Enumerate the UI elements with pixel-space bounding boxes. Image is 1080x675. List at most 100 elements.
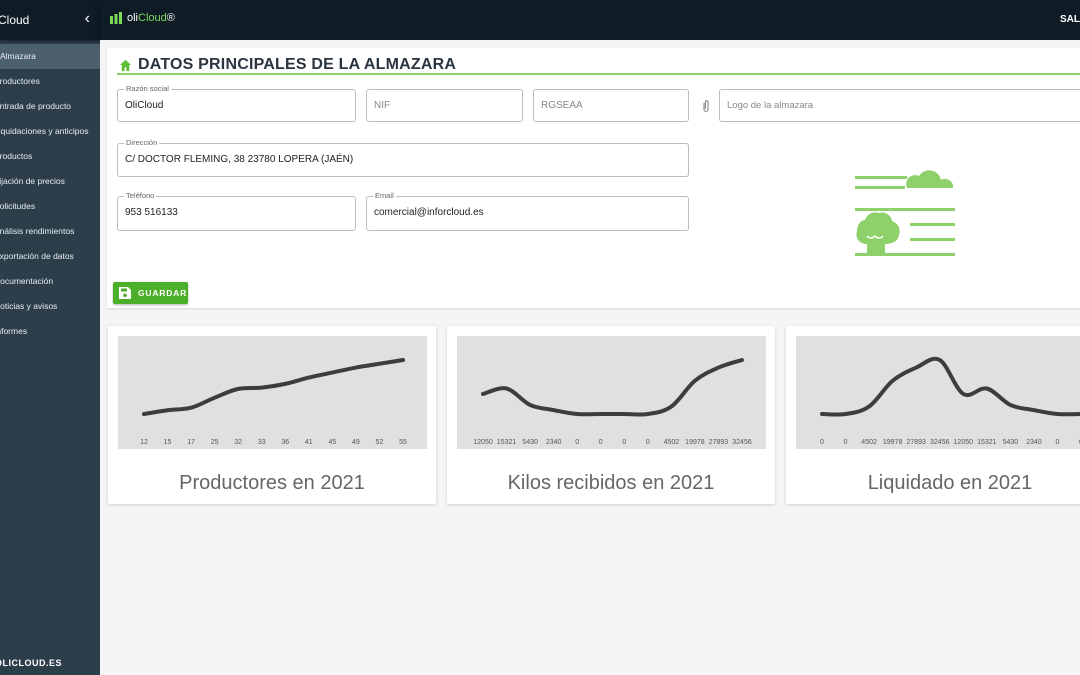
x-tick-label: 32456 xyxy=(930,439,950,446)
x-tick-label: 12050 xyxy=(954,439,974,446)
title-divider xyxy=(117,73,1080,75)
direccion-label: Dirección xyxy=(124,138,160,148)
x-tick-label: 41 xyxy=(305,439,313,446)
almazara-form-panel: DATOS PRINCIPALES DE LA ALMAZARA Razón s… xyxy=(107,48,1080,308)
x-tick-label: 0 xyxy=(599,439,603,446)
sidebar-header: Cloud ‹ xyxy=(0,0,100,40)
rgseaa-field[interactable]: RGSEAA xyxy=(533,89,689,122)
direccion-value: C/ DOCTOR FLEMING, 38 23780 LOPERA (JAÉN… xyxy=(125,154,354,165)
sidebar-item-documentacion[interactable]: Documentación xyxy=(0,276,54,286)
chevron-left-icon[interactable]: ‹ xyxy=(84,10,90,27)
sidebar-item-productos[interactable]: Productos xyxy=(0,151,33,161)
x-tick-label: 15 xyxy=(164,439,172,446)
telefono-value: 953 516133 xyxy=(125,207,178,218)
brand-name: oliCloud® xyxy=(127,12,175,24)
chart-area: 0 0 4502 19978 27893 32456 12050 15321 5430 2340 0… xyxy=(796,336,1080,449)
x-tick-label: 27893 xyxy=(906,439,926,446)
direccion-field[interactable]: Dirección C/ DOCTOR FLEMING, 38 23780 LO… xyxy=(117,138,689,177)
x-tick-label: 52 xyxy=(376,439,384,446)
x-tick-label: 12050 xyxy=(473,439,493,446)
x-tick-label: 15321 xyxy=(497,439,517,446)
x-tick-label: 0 xyxy=(646,439,650,446)
x-tick-label: 19978 xyxy=(883,439,903,446)
x-tick-label: 49 xyxy=(352,439,360,446)
telefono-label: Teléfono xyxy=(124,191,157,201)
sidebar-item-almazara[interactable]: Almazara xyxy=(0,44,100,69)
sidebar-item-exportacion[interactable]: Exportación de datos xyxy=(0,251,74,261)
logo-placeholder: Logo de la almazara xyxy=(727,100,814,111)
sidebar-item-entrada-producto[interactable]: Entrada de producto xyxy=(0,101,72,111)
brand[interactable]: oliCloud® xyxy=(110,12,175,24)
document-tree-cloud-illustration-icon xyxy=(855,170,955,256)
razon-social-field[interactable]: Razón social OliCloud xyxy=(117,84,356,122)
series-line xyxy=(142,358,405,416)
x-tick-label: 27893 xyxy=(709,439,729,446)
x-tick-label: 0 xyxy=(844,439,848,446)
sidebar-item-informes[interactable]: Informes xyxy=(0,326,28,336)
email-field[interactable]: Email comercial@inforcloud.es xyxy=(366,191,689,231)
x-tick-label: 0 xyxy=(622,439,626,446)
x-tick-label: 2340 xyxy=(1026,439,1042,446)
chart-card-title: Kilos recibidos en 2021 xyxy=(507,472,715,494)
chart-liquidado: 0 0 4502 19978 27893 32456 12050 15321 5430 2340 0… xyxy=(820,356,1080,446)
x-tick-label: 0 xyxy=(1056,439,1060,446)
top-bar: oliCloud® SAL xyxy=(100,0,1080,40)
x-tick-label: 4502 xyxy=(861,439,877,446)
x-tick-label: 45 xyxy=(328,439,336,446)
chart-kilos: 12050 15321 5430 2340 0 0 0 0 4502 19978 27893 3245… xyxy=(473,358,752,446)
floppy-disk-icon xyxy=(119,287,131,299)
save-button[interactable]: GUARDAR xyxy=(113,282,188,304)
razon-social-value: OliCloud xyxy=(125,100,164,111)
sidebar-title: Cloud xyxy=(0,13,30,27)
sidebar-item-fijacion-precios[interactable]: Fijación de precios xyxy=(0,176,65,186)
chart-area: 12 15 17 25 32 33 36 41 45 49 52 55 xyxy=(118,336,427,449)
logo-field[interactable]: Logo de la almazara xyxy=(719,89,1080,122)
telefono-field[interactable]: Teléfono 953 516133 xyxy=(117,191,356,231)
x-tick-label: 0 xyxy=(575,439,579,446)
rgseaa-placeholder: RGSEAA xyxy=(541,100,583,111)
logout-button[interactable]: SAL xyxy=(1060,14,1080,25)
nif-field[interactable]: NIF xyxy=(366,89,523,122)
x-tick-label: 36 xyxy=(281,439,289,446)
x-tick-label: 0 xyxy=(820,439,824,446)
email-label: Email xyxy=(373,191,396,201)
x-tick-label: 12 xyxy=(140,439,148,446)
nif-placeholder: NIF xyxy=(374,100,391,111)
x-tick-label: 32456 xyxy=(732,439,752,446)
chart-area: 12050 15321 5430 2340 0 0 0 0 4502 19978 27893 3245… xyxy=(457,336,766,449)
sidebar-item-liquidaciones[interactable]: Liquidaciones y anticipos xyxy=(0,126,89,136)
sidebar-item-productores[interactable]: Productores xyxy=(0,76,40,86)
x-tick-label: 33 xyxy=(258,439,266,446)
home-icon xyxy=(119,59,132,71)
x-tick-label: 2340 xyxy=(546,439,562,446)
x-tick-label: 19978 xyxy=(685,439,705,446)
main-content: DATOS PRINCIPALES DE LA ALMAZARA Razón s… xyxy=(100,40,1080,675)
x-tick-label: 5430 xyxy=(1003,439,1019,446)
x-tick-label: 4502 xyxy=(664,439,680,446)
email-value: comercial@inforcloud.es xyxy=(374,207,484,218)
chart-card-title: Productores en 2021 xyxy=(179,472,365,494)
series-line xyxy=(481,358,744,417)
sidebar-item-solicitudes[interactable]: Solicitudes xyxy=(0,201,36,211)
page-header: DATOS PRINCIPALES DE LA ALMAZARA xyxy=(119,56,456,74)
sidebar-item-analisis[interactable]: Análisis rendimientos xyxy=(0,226,75,236)
paperclip-icon[interactable] xyxy=(701,99,711,113)
chart-card-liquidado[interactable]: 0 0 4502 19978 27893 32456 12050 15321 5430 2340 0… xyxy=(786,326,1080,504)
olicloud-logo-icon xyxy=(110,12,122,24)
sidebar-item-noticias[interactable]: Noticias y avisos xyxy=(0,301,58,311)
x-tick-label: 32 xyxy=(234,439,242,446)
chart-card-title: Liquidado en 2021 xyxy=(867,472,1033,494)
sidebar-menu: Almazara Productores Entrada de producto… xyxy=(0,40,100,344)
x-tick-label: 17 xyxy=(187,439,195,446)
sidebar-footer[interactable]: OLICLOUD.ES xyxy=(0,658,63,668)
page-title: DATOS PRINCIPALES DE LA ALMAZARA xyxy=(138,56,457,73)
x-tick-label: 5430 xyxy=(522,439,538,446)
series-line xyxy=(820,356,1080,417)
save-button-label: GUARDAR xyxy=(138,288,188,298)
chart-card-productores[interactable]: 12 15 17 25 32 33 36 41 45 49 52 55 Productores en … xyxy=(108,326,436,504)
chart-card-kilos[interactable]: 12050 15321 5430 2340 0 0 0 0 4502 19978 27893 3245… xyxy=(447,326,775,504)
razon-social-label: Razón social xyxy=(124,84,171,94)
sidebar: Cloud ‹ Almazara Productores Entrada de … xyxy=(0,0,100,675)
x-tick-label: 15321 xyxy=(977,439,997,446)
chart-productores: 12 15 17 25 32 33 36 41 45 49 52 55 xyxy=(140,358,407,446)
